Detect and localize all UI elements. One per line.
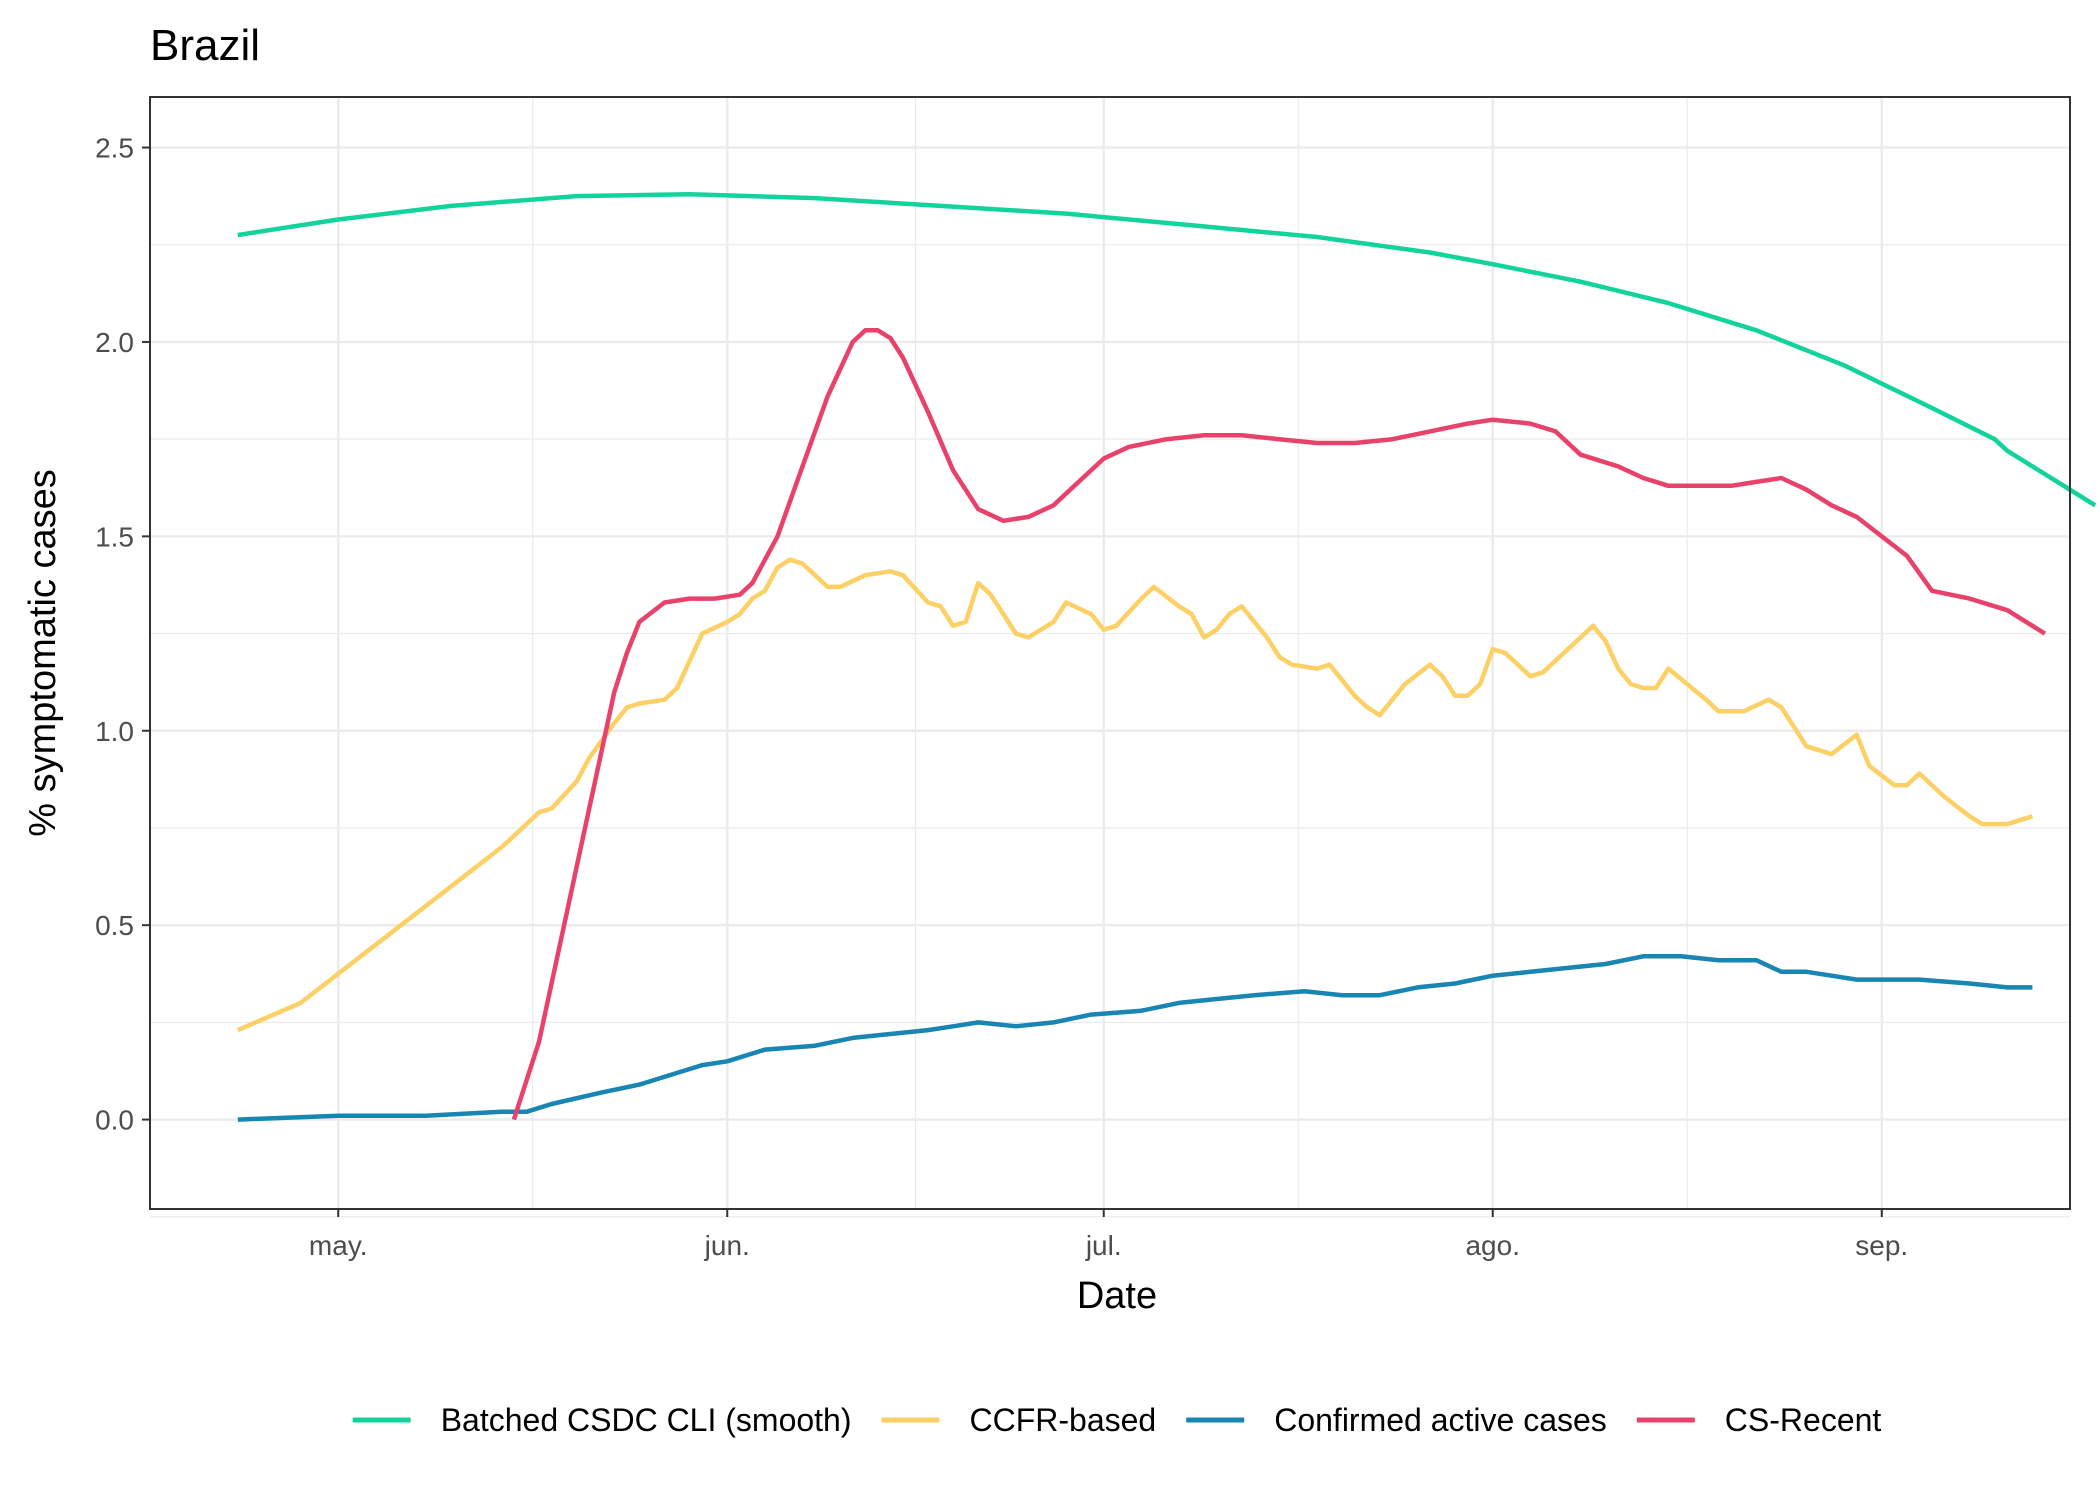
legend-label: Confirmed active cases [1274,1402,1607,1438]
series-line-1 [237,191,2097,508]
x-tick-label: ago. [1465,1230,1520,1261]
y-axis: 0.0 0.5 1.0 1.5 2.0 2.5 [95,133,150,1136]
x-tick-label: jul. [1085,1230,1122,1261]
x-axis-title: Date [1077,1275,1157,1317]
legend-label: CCFR-based [970,1402,1157,1438]
series-line-2 [236,557,2034,1033]
chart-title: Brazil [150,21,260,70]
y-tick-label: 2.5 [95,133,134,164]
legend-label: Batched CSDC CLI (smooth) [441,1402,852,1438]
legend-item: Confirmed active cases [1186,1402,1607,1438]
y-tick-label: 1.5 [95,521,134,552]
legend-item: Batched CSDC CLI (smooth) [352,1402,852,1438]
legend: Batched CSDC CLI (smooth) CCFR-based Confi… [352,1402,1882,1438]
y-tick-label: 0.5 [95,910,134,941]
plot-panel-background [150,97,2070,1209]
series-lines [236,191,2097,1122]
x-axis: may. jun. jul. ago. sep. [309,1209,1908,1261]
grid-minor [150,97,2070,1218]
y-tick-label: 2.0 [95,327,134,358]
x-tick-label: sep. [1855,1230,1908,1261]
x-tick-label: jun. [704,1230,750,1261]
y-tick-label: 0.0 [95,1105,134,1136]
legend-label: CS-Recent [1725,1402,1882,1438]
series-line-3 [237,954,2033,1122]
grid-major [150,97,2070,1209]
y-tick-label: 1.0 [95,716,134,747]
plot-panel-border [149,96,2071,1210]
legend-item: CCFR-based [881,1402,1157,1438]
legend-item: CS-Recent [1636,1402,1882,1438]
y-axis-title: % symptomatic cases [22,469,64,836]
x-tick-label: may. [309,1230,368,1261]
series-line-4 [511,328,2047,1121]
